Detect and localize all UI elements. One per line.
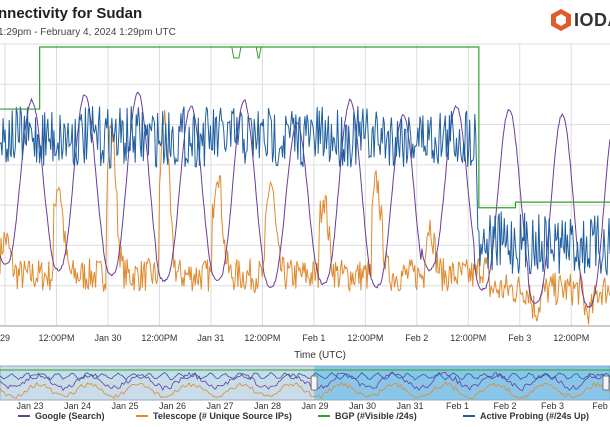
navigator-tick-label: Jan 27 (206, 401, 233, 411)
x-tick-label: Feb 2 (405, 333, 428, 343)
legend-label: Telescope (# Unique Source IPs) (153, 411, 292, 421)
x-tick-label: Jan 31 (197, 333, 224, 343)
ioda-logo-icon (551, 9, 571, 31)
legend-label: BGP (#Visible /24s) (335, 411, 417, 421)
navigator-tick-label: Jan 24 (64, 401, 91, 411)
x-tick-label: 12:00PM (347, 333, 383, 343)
x-axis-label: Time (UTC) (294, 350, 346, 361)
navigator-tick-label: Jan 28 (254, 401, 281, 411)
x-tick-label: 12:00PM (450, 333, 486, 343)
series-google-line (0, 92, 610, 309)
x-tick-label: 12:00PM (244, 333, 280, 343)
navigator-telescope-line (0, 381, 610, 400)
navigator-tick-label: Feb 1 (446, 401, 469, 411)
navigator-tick-label: Feb 2 (493, 401, 516, 411)
legend-swatch-probing (463, 415, 475, 417)
legend-label: Google (Search) (35, 411, 105, 421)
x-tick-label: 12:00PM (553, 333, 589, 343)
time-range-subtitle: 1:29pm - February 4, 2024 1:29pm UTC (0, 27, 176, 38)
navigator-tick-label: Jan 30 (349, 401, 376, 411)
legend-item-probing[interactable]: Active Probing (#/24s Up) (463, 411, 589, 421)
page-title: nnectivity for Sudan (0, 5, 143, 22)
navigator-handle[interactable] (310, 375, 318, 391)
navigator-tick-label: Jan 25 (111, 401, 138, 411)
navigator-tick-label: Jan 26 (159, 401, 186, 411)
navigator-tick-label: Jan 23 (16, 401, 43, 411)
x-tick-label: 29 (0, 333, 10, 343)
legend-item-google[interactable]: Google (Search) (18, 411, 105, 421)
navigator-handle[interactable] (602, 375, 610, 391)
navigator-tick-label: Feb (592, 401, 608, 411)
navigator-tick-label: Jan 31 (396, 401, 423, 411)
legend-item-bgp[interactable]: BGP (#Visible /24s) (318, 411, 417, 421)
series-telescope-line (0, 109, 610, 325)
legend: Google (Search) Telescope (# Unique Sour… (0, 411, 610, 425)
legend-swatch-google (18, 415, 30, 417)
legend-label: Active Probing (#/24s Up) (480, 411, 590, 421)
series-bgp-dip (255, 46, 262, 59)
legend-swatch-bgp (318, 415, 330, 417)
series-bgp-line (0, 46, 610, 209)
series-bgp-dip (231, 46, 242, 59)
navigator-tick-label: Feb 3 (541, 401, 564, 411)
ioda-logo[interactable]: IODA (548, 7, 610, 33)
navigator-tick-label: Jan 29 (301, 401, 328, 411)
navigator-google-line (0, 371, 610, 392)
x-tick-label: 12:00PM (141, 333, 177, 343)
navigator-probing-line (0, 371, 610, 381)
x-tick-label: Feb 3 (508, 333, 531, 343)
x-tick-label: Feb 1 (302, 333, 325, 343)
x-tick-label: Jan 30 (94, 333, 121, 343)
logo-text: IODA (574, 10, 610, 30)
legend-swatch-telescope (136, 415, 148, 417)
x-tick-label: 12:00PM (38, 333, 74, 343)
series-probing-line (0, 106, 610, 276)
legend-item-telescope[interactable]: Telescope (# Unique Source IPs) (136, 411, 292, 421)
